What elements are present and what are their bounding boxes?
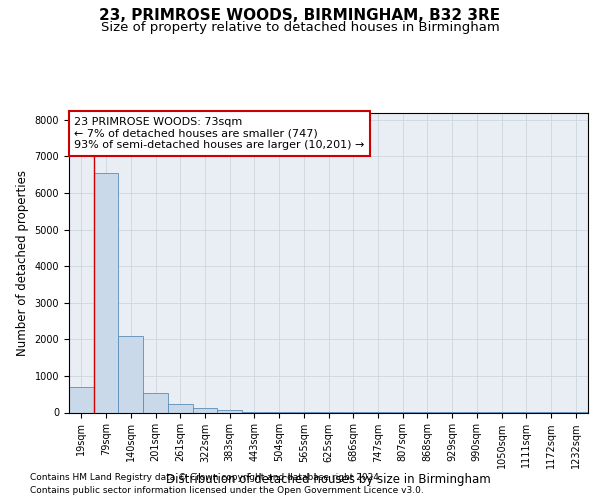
Text: Contains public sector information licensed under the Open Government Licence v3: Contains public sector information licen… xyxy=(30,486,424,495)
Bar xyxy=(168,404,193,412)
Bar xyxy=(94,173,118,412)
Text: 23 PRIMROSE WOODS: 73sqm
← 7% of detached houses are smaller (747)
93% of semi-d: 23 PRIMROSE WOODS: 73sqm ← 7% of detache… xyxy=(74,117,365,150)
Bar xyxy=(143,393,168,412)
Bar xyxy=(217,410,242,412)
Bar xyxy=(118,336,143,412)
Text: 23, PRIMROSE WOODS, BIRMINGHAM, B32 3RE: 23, PRIMROSE WOODS, BIRMINGHAM, B32 3RE xyxy=(100,8,500,22)
Text: Size of property relative to detached houses in Birmingham: Size of property relative to detached ho… xyxy=(101,21,499,34)
Text: Contains HM Land Registry data © Crown copyright and database right 2024.: Contains HM Land Registry data © Crown c… xyxy=(30,472,382,482)
Bar xyxy=(69,387,94,412)
Y-axis label: Number of detached properties: Number of detached properties xyxy=(16,170,29,356)
X-axis label: Distribution of detached houses by size in Birmingham: Distribution of detached houses by size … xyxy=(166,474,491,486)
Bar xyxy=(193,408,217,412)
